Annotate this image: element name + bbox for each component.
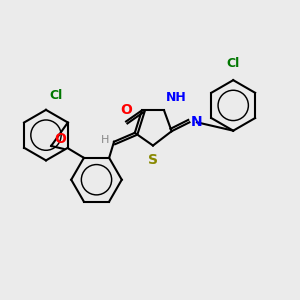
Text: N: N (191, 115, 202, 129)
Text: O: O (120, 103, 132, 117)
Text: H: H (101, 135, 110, 145)
Text: NH: NH (166, 92, 186, 104)
Text: O: O (54, 132, 66, 146)
Text: Cl: Cl (49, 89, 62, 102)
Text: S: S (148, 153, 158, 167)
Text: Cl: Cl (226, 57, 240, 70)
